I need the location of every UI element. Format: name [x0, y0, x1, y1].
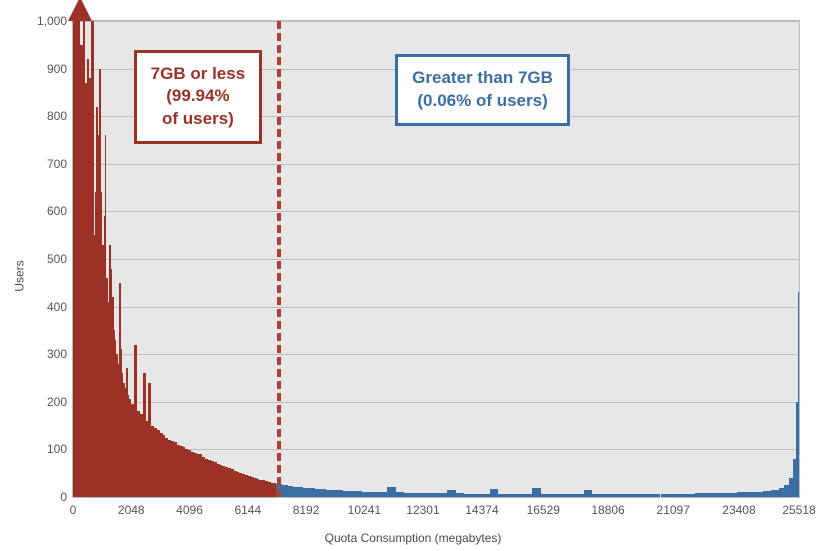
- bar: [626, 494, 635, 497]
- x-tick-label: 6144: [234, 497, 261, 517]
- bar: [396, 492, 405, 497]
- x-tick-label: 0: [70, 497, 77, 517]
- callout-line: 7GB or less: [151, 63, 246, 86]
- y-axis-label: Users: [13, 260, 27, 291]
- bar: [737, 492, 746, 497]
- gridline: [73, 307, 799, 308]
- bar: [498, 494, 507, 497]
- bar: [763, 491, 772, 497]
- y-tick-label: 600: [47, 204, 73, 218]
- bar: [575, 494, 584, 497]
- bar: [592, 494, 601, 497]
- bar: [490, 489, 499, 497]
- callout-right: Greater than 7GB(0.06% of users): [395, 54, 570, 126]
- bar: [695, 493, 704, 497]
- gridline: [73, 164, 799, 165]
- x-axis-label: Quota Consumption (megabytes): [0, 531, 826, 545]
- callout-line: of users): [151, 108, 246, 131]
- bar: [754, 492, 763, 497]
- bar: [669, 494, 678, 497]
- bar: [481, 494, 490, 497]
- y-tick-label: 900: [47, 62, 73, 76]
- bar: [798, 292, 799, 497]
- y-tick-label: 100: [47, 442, 73, 456]
- callout-line: Greater than 7GB: [412, 67, 553, 90]
- gridline: [73, 402, 799, 403]
- bar: [720, 493, 729, 497]
- bar: [609, 494, 618, 497]
- bar: [404, 493, 413, 497]
- bar: [635, 494, 644, 497]
- x-tick-label: 8192: [293, 497, 320, 517]
- bar: [618, 494, 627, 497]
- overflow-arrow-icon: [68, 0, 92, 21]
- x-tick-label: 16529: [527, 497, 560, 517]
- x-tick-label: 21097: [657, 497, 690, 517]
- bar: [447, 490, 456, 497]
- x-tick-label: 12301: [406, 497, 439, 517]
- bar: [541, 494, 550, 497]
- plot-area: 01002003004005006007008009001,0000204840…: [72, 20, 800, 498]
- y-tick-label: 300: [47, 347, 73, 361]
- bar: [686, 494, 695, 497]
- bar: [643, 494, 652, 497]
- bar: [473, 494, 482, 497]
- x-tick-label: 10241: [348, 497, 381, 517]
- y-tick-label: 400: [47, 300, 73, 314]
- bar: [661, 494, 670, 497]
- bar: [387, 487, 396, 497]
- bar: [584, 490, 593, 497]
- y-tick-label: 800: [47, 109, 73, 123]
- callout-line: (0.06% of users): [412, 90, 553, 113]
- threshold-line: [277, 21, 281, 497]
- bar: [422, 493, 431, 497]
- bar: [601, 494, 610, 497]
- x-tick-label: 14374: [465, 497, 498, 517]
- x-tick-label: 25518: [782, 497, 815, 517]
- bar: [464, 494, 473, 497]
- bar: [550, 494, 559, 497]
- x-tick-label: 23408: [722, 497, 755, 517]
- callout-line: (99.94%: [151, 85, 246, 108]
- gridline: [73, 21, 799, 22]
- bar: [439, 493, 448, 497]
- x-tick-label: 18806: [591, 497, 624, 517]
- bar: [413, 493, 422, 497]
- bar: [703, 493, 712, 497]
- bar: [456, 493, 465, 497]
- x-tick-label: 4096: [176, 497, 203, 517]
- bar: [355, 491, 362, 497]
- y-tick-label: 500: [47, 252, 73, 266]
- bar: [678, 494, 687, 497]
- quota-consumption-chart: Users Quota Consumption (megabytes) 0100…: [0, 0, 826, 551]
- bar: [771, 490, 778, 497]
- bar: [532, 488, 541, 497]
- bar: [567, 494, 576, 497]
- bar: [746, 492, 755, 497]
- bar: [524, 494, 533, 497]
- bar: [515, 494, 524, 497]
- gridline: [73, 259, 799, 260]
- bar: [507, 494, 516, 497]
- gridline: [73, 354, 799, 355]
- bar: [370, 492, 379, 497]
- y-tick-label: 200: [47, 395, 73, 409]
- callout-left: 7GB or less(99.94%of users): [134, 50, 263, 145]
- bar: [379, 492, 388, 497]
- bar: [652, 494, 661, 497]
- bar: [430, 493, 439, 497]
- bar: [558, 494, 567, 497]
- bar: [729, 493, 738, 497]
- gridline: [73, 211, 799, 212]
- x-tick-label: 2048: [118, 497, 145, 517]
- bar: [362, 492, 371, 497]
- y-tick-label: 700: [47, 157, 73, 171]
- bar: [712, 493, 721, 497]
